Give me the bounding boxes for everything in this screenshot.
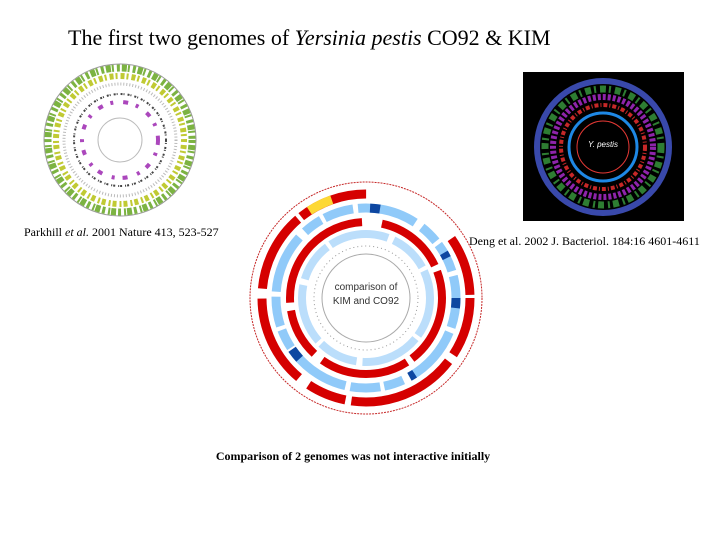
caption-text: 2001 Nature 413, 523-527 (89, 225, 219, 239)
caption-text: Parkhill (24, 225, 65, 239)
caption-right: Deng et al. 2002 J. Bacteriol. 184:16 46… (469, 234, 700, 248)
figure-label: comparison of (335, 282, 398, 293)
title-text: CO92 & KIM (422, 25, 551, 50)
kim-genome-map: Y. pestis (523, 72, 684, 221)
figure-label: Y. pestis (588, 140, 618, 149)
comparison-map (249, 181, 483, 415)
slide-title: The first two genomes of Yersinia pestis… (68, 25, 551, 50)
footer-note: Comparison of 2 genomes was not interact… (216, 449, 490, 463)
co92-genome-map (43, 63, 197, 217)
figure-label: KIM and CO92 (333, 296, 400, 307)
caption-italic: et al. (65, 225, 89, 239)
caption-left: Parkhill et al. 2001 Nature 413, 523-527 (24, 225, 219, 239)
title-text: The first two genomes of (68, 25, 295, 50)
title-italic: Yersinia pestis (295, 25, 422, 50)
